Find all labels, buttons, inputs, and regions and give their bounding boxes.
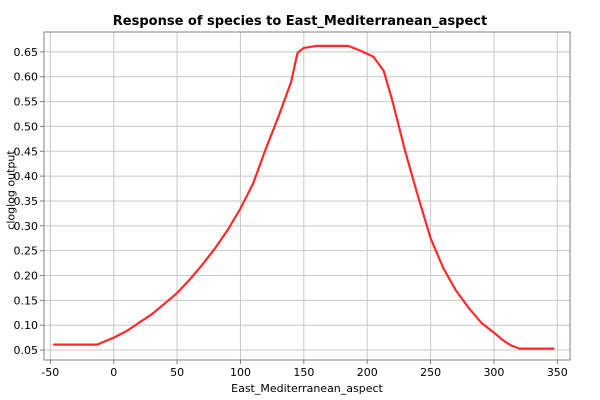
y-axis: 0.05 0.10 0.15 0.20 0.25 0.30 0.35 0.40 0.45 0.50… <box>14 46 44 357</box>
y-axis-label: cloglog output <box>4 150 18 230</box>
y-tick-label: 0.50 <box>14 120 39 133</box>
x-tick-label: 300 <box>483 366 504 379</box>
x-tick-label: 50 <box>170 366 184 379</box>
series-layer <box>52 44 555 350</box>
x-axis: -50 0 50 100 150 200 250 300 350 <box>41 360 568 379</box>
y-tick-label: 0.05 <box>14 344 39 357</box>
x-tick-label: 100 <box>230 366 251 379</box>
x-tick-label: 250 <box>420 366 441 379</box>
gridlines <box>44 32 570 360</box>
x-axis-label: East_Mediterranean_aspect <box>231 382 383 395</box>
y-tick-label: 0.15 <box>14 294 39 307</box>
y-tick-label: 0.65 <box>14 46 39 59</box>
x-tick-label: -50 <box>41 366 59 379</box>
plot-frame <box>43 31 571 361</box>
x-tick-label: 350 <box>547 366 568 379</box>
chart-title: Response of species to East_Mediterranea… <box>112 14 488 29</box>
response-curve <box>52 44 555 350</box>
y-tick-label: 0.30 <box>14 220 39 233</box>
x-tick-label: 200 <box>357 366 378 379</box>
y-tick-label: 0.25 <box>14 245 39 258</box>
x-tick-label: 150 <box>293 366 314 379</box>
y-tick-label: 0.10 <box>14 319 39 332</box>
y-tick-label: 0.20 <box>14 270 39 283</box>
plot-background <box>44 32 570 360</box>
y-tick-label: 0.40 <box>14 170 39 183</box>
y-tick-label: 0.60 <box>14 71 39 84</box>
y-tick-label: 0.35 <box>14 195 39 208</box>
y-tick-label: 0.55 <box>14 96 39 109</box>
y-tick-label: 0.45 <box>14 145 39 158</box>
x-tick-label: 0 <box>110 366 117 379</box>
